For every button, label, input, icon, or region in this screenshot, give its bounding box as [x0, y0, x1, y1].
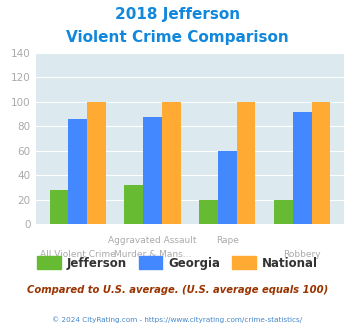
Bar [162, 102, 181, 224]
Text: Compared to U.S. average. (U.S. average equals 100): Compared to U.S. average. (U.S. average … [27, 285, 328, 295]
Bar [199, 200, 218, 224]
Text: All Violent Crime: All Violent Crime [40, 250, 115, 259]
Bar [87, 102, 106, 224]
Bar [312, 102, 330, 224]
Bar [68, 119, 87, 224]
Text: Violent Crime Comparison: Violent Crime Comparison [66, 30, 289, 45]
Bar [143, 116, 162, 224]
Bar [237, 102, 256, 224]
Text: 2018 Jefferson: 2018 Jefferson [115, 7, 240, 21]
Text: © 2024 CityRating.com - https://www.cityrating.com/crime-statistics/: © 2024 CityRating.com - https://www.city… [53, 317, 302, 323]
Bar [293, 112, 312, 224]
Bar [218, 151, 237, 224]
Text: Rape: Rape [216, 236, 239, 246]
Bar [50, 190, 68, 224]
Text: Robbery: Robbery [283, 250, 321, 259]
Legend: Jefferson, Georgia, National: Jefferson, Georgia, National [33, 252, 322, 274]
Text: Murder & Mans...: Murder & Mans... [114, 250, 191, 259]
Bar [124, 185, 143, 224]
Bar [274, 200, 293, 224]
Text: Aggravated Assault: Aggravated Assault [108, 236, 197, 246]
